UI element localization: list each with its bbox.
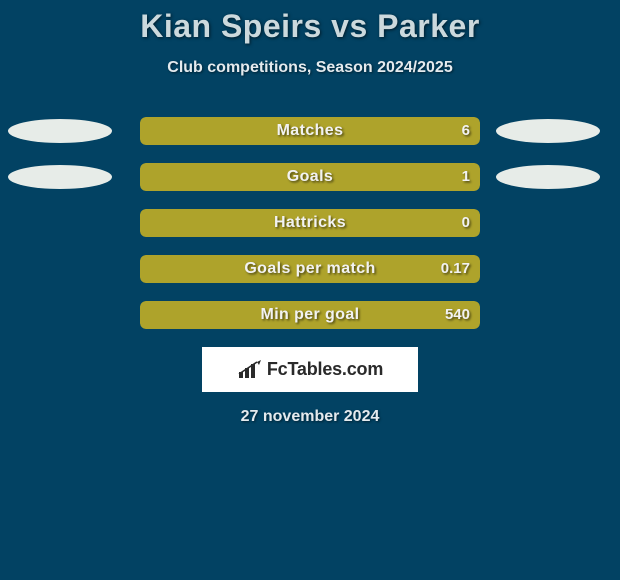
- stat-bar: Min per goal540: [140, 301, 480, 329]
- stat-bar: Matches6: [140, 117, 480, 145]
- left-ellipse: [8, 119, 112, 143]
- stat-value: 1: [462, 163, 470, 191]
- stat-label: Min per goal: [140, 301, 480, 329]
- stat-bar: Goals per match0.17: [140, 255, 480, 283]
- subtitle: Club competitions, Season 2024/2025: [0, 59, 620, 77]
- logo-box: FcTables.com: [202, 347, 418, 392]
- left-ellipse: [8, 165, 112, 189]
- stat-label: Matches: [140, 117, 480, 145]
- stat-value: 540: [445, 301, 470, 329]
- page-title: Kian Speirs vs Parker: [0, 8, 620, 45]
- stat-label: Hattricks: [140, 209, 480, 237]
- stat-value: 0.17: [441, 255, 470, 283]
- stat-label: Goals per match: [140, 255, 480, 283]
- logo-text: FcTables.com: [267, 359, 383, 380]
- stat-row: Min per goal540: [0, 301, 620, 329]
- stat-row: Goals per match0.17: [0, 255, 620, 283]
- stat-label: Goals: [140, 163, 480, 191]
- right-ellipse: [496, 119, 600, 143]
- date-text: 27 november 2024: [0, 408, 620, 426]
- stat-value: 0: [462, 209, 470, 237]
- right-ellipse: [496, 165, 600, 189]
- stat-rows: Matches6Goals1Hattricks0Goals per match0…: [0, 117, 620, 329]
- stat-bar: Goals1: [140, 163, 480, 191]
- logo-chart-icon: [237, 360, 263, 380]
- stat-bar: Hattricks0: [140, 209, 480, 237]
- stat-row: Hattricks0: [0, 209, 620, 237]
- logo: FcTables.com: [237, 359, 383, 380]
- stat-row: Goals1: [0, 163, 620, 191]
- stat-value: 6: [462, 117, 470, 145]
- stat-row: Matches6: [0, 117, 620, 145]
- infographic-root: Kian Speirs vs Parker Club competitions,…: [0, 0, 620, 426]
